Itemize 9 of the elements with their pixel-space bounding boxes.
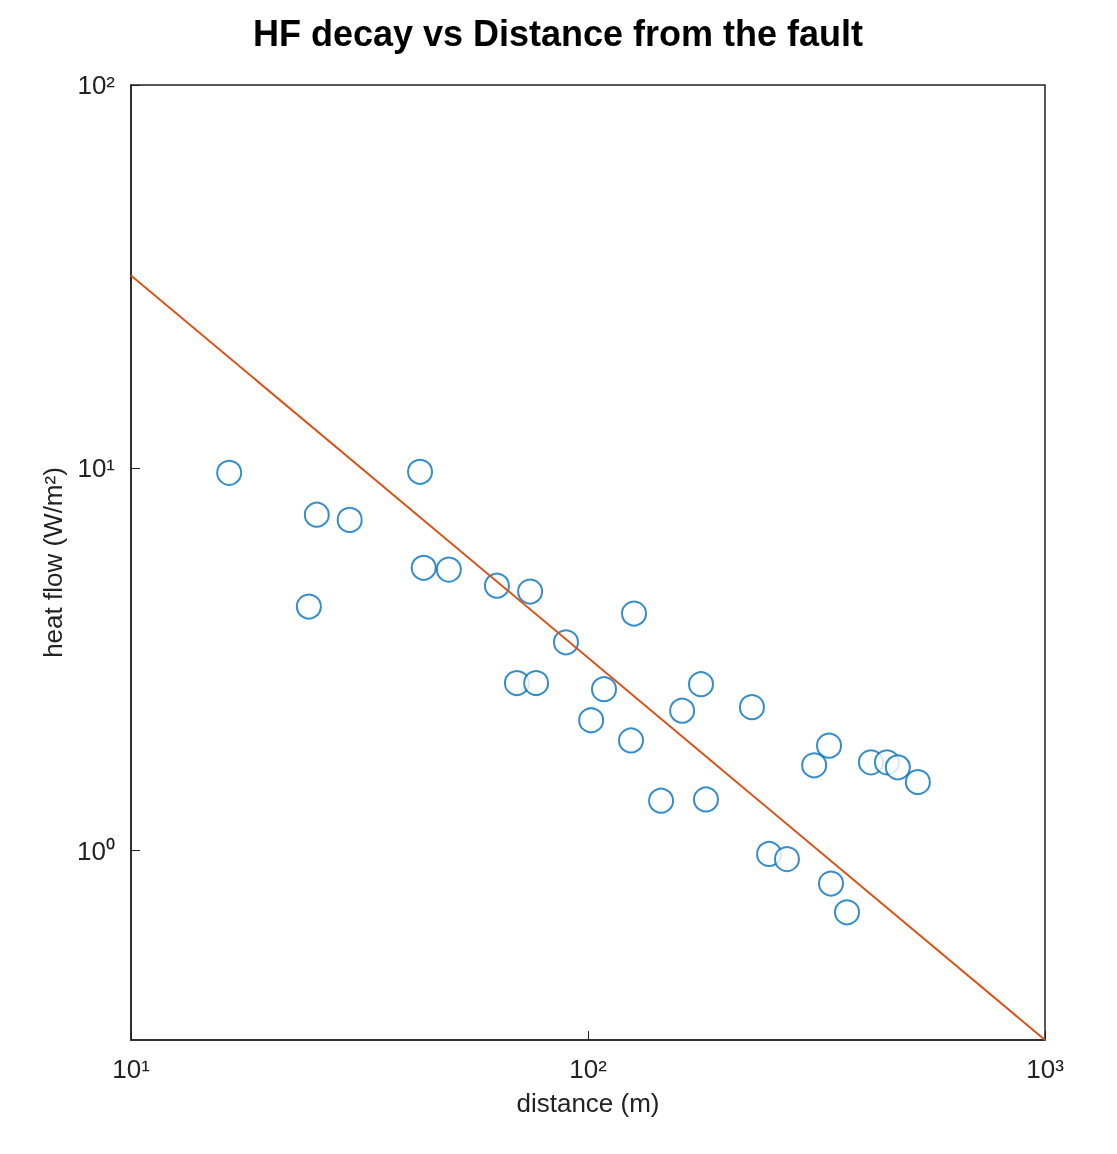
x-tick-label: 10² [569,1054,608,1084]
x-axis-title: distance (m) [516,1088,660,1118]
y-tick-label: 10² [77,70,116,100]
y-axis-title: heat flow (W/m²) [38,467,69,658]
y-tick-label: 10⁰ [77,835,115,866]
chart-title: HF decay vs Distance from the fault [252,12,864,54]
x-tick-label: 10¹ [112,1054,151,1084]
x-tick-label: 10³ [1026,1054,1065,1084]
y-tick-label: 10¹ [77,452,116,483]
